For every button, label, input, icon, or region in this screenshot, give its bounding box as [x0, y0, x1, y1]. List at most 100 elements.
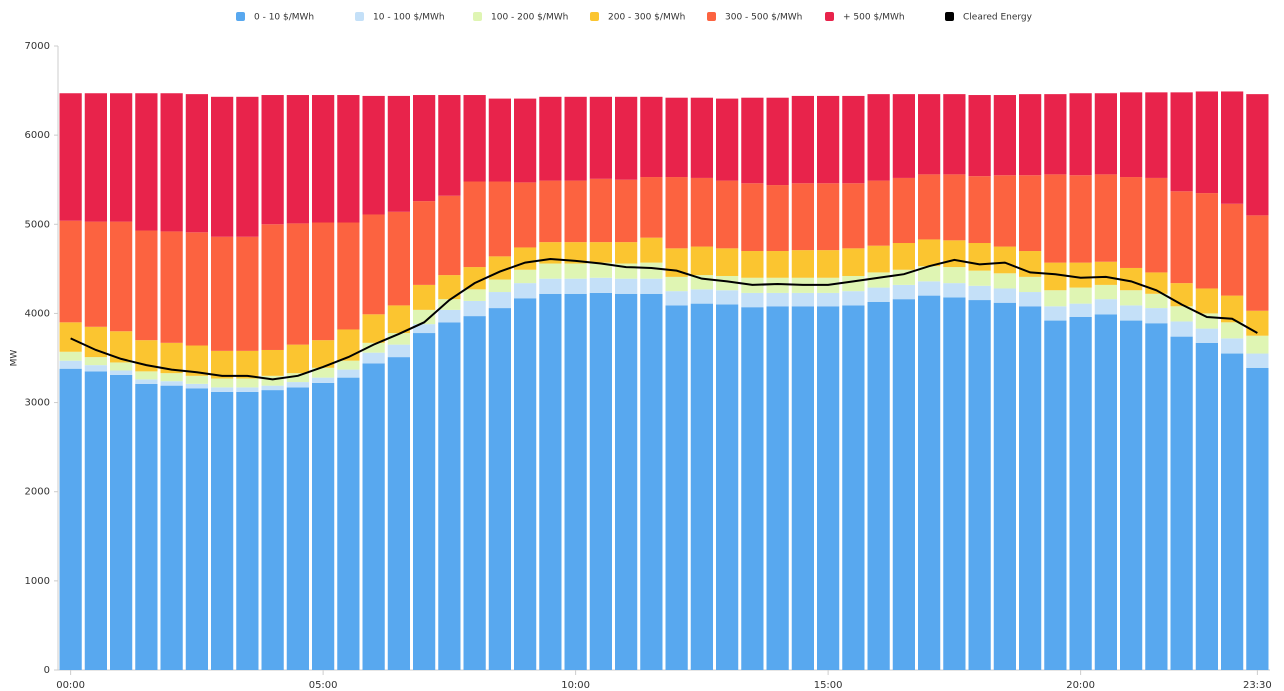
- bar-segment: [1170, 321, 1193, 337]
- bar-segment: [640, 293, 663, 670]
- bar-segment: [539, 242, 562, 264]
- bar-segment: [463, 181, 486, 268]
- bar-segment: [615, 96, 638, 180]
- legend-marker: [825, 12, 834, 21]
- bar-segment: [640, 177, 663, 238]
- bar-segment: [185, 375, 208, 384]
- bar-segment: [211, 236, 234, 351]
- legend-label: Cleared Energy: [963, 13, 1033, 23]
- bar-segment: [791, 250, 814, 278]
- bar-segment: [1044, 306, 1067, 321]
- bar-segment: [463, 289, 486, 301]
- bar-segment: [1019, 292, 1042, 307]
- bar-segment: [892, 299, 915, 670]
- bar-segment: [1145, 323, 1168, 670]
- bar-segment: [312, 222, 335, 341]
- bar-segment: [1246, 335, 1269, 354]
- bar-segment: [312, 340, 335, 368]
- bar-segment: [413, 201, 436, 285]
- bar-segment: [589, 242, 612, 263]
- bar-segment: [413, 284, 436, 310]
- bar-segment: [1019, 306, 1042, 670]
- bar-segment: [84, 371, 107, 670]
- legend-marker: [355, 12, 364, 21]
- bar-segment: [1195, 342, 1218, 670]
- bar-segment: [514, 283, 537, 299]
- bar-segment: [1044, 94, 1067, 175]
- y-tick-label: 1000: [25, 576, 50, 587]
- bar-segment: [438, 309, 461, 323]
- bar-segment: [539, 96, 562, 181]
- bar-segment: [185, 383, 208, 389]
- bar-segment: [438, 195, 461, 276]
- bar-segment: [312, 377, 335, 383]
- bar-segment: [1094, 284, 1117, 300]
- bar-segment: [1195, 313, 1218, 329]
- bar-segment: [791, 306, 814, 670]
- bar-segment: [59, 368, 82, 670]
- bar-segment: [564, 263, 587, 279]
- bar-segment: [892, 284, 915, 300]
- bar-segment: [438, 299, 461, 310]
- bar-segment: [842, 183, 865, 249]
- bar-segment: [1120, 290, 1143, 306]
- bar-segment: [463, 95, 486, 182]
- bar-segment: [716, 180, 739, 249]
- bar-segment: [286, 373, 309, 383]
- bar-segment: [261, 390, 284, 670]
- legend-marker: [707, 12, 716, 21]
- bar-segment: [867, 301, 890, 670]
- bar-segment: [716, 304, 739, 670]
- y-tick-label: 0: [44, 665, 50, 676]
- bar-segment: [1120, 320, 1143, 670]
- bar-segment: [589, 262, 612, 278]
- bar-segment: [488, 292, 511, 309]
- bar-segment: [1019, 276, 1042, 293]
- bar-segment: [1120, 305, 1143, 321]
- bar-segment: [337, 95, 360, 223]
- bar-segment: [1145, 293, 1168, 309]
- bar-segment: [59, 93, 82, 221]
- bar-segment: [1145, 92, 1168, 178]
- bar-segment: [690, 97, 713, 178]
- bar-segment: [413, 95, 436, 202]
- bar-segment: [716, 275, 739, 291]
- bar-segment: [286, 95, 309, 224]
- bar-segment: [968, 300, 991, 670]
- bar-segment: [1094, 93, 1117, 175]
- bar-segment: [59, 360, 82, 369]
- bar-segment: [993, 175, 1016, 247]
- bar-segment: [1120, 92, 1143, 178]
- bar-segment: [766, 277, 789, 293]
- bar-segment: [665, 97, 688, 178]
- bar-segment: [211, 387, 234, 392]
- bar-segment: [1044, 290, 1067, 307]
- bar-segment: [337, 377, 360, 670]
- bar-segment: [1094, 299, 1117, 315]
- bar-segment: [993, 302, 1016, 670]
- bar-segment: [59, 322, 82, 352]
- bar-segment: [337, 329, 360, 361]
- bar-segment: [1221, 203, 1244, 296]
- bar-segment: [261, 375, 284, 386]
- bar-segment: [842, 305, 865, 670]
- bar-segment: [741, 251, 764, 278]
- bar-segment: [640, 262, 663, 279]
- bar-segment: [993, 273, 1016, 289]
- bar-segment: [59, 351, 82, 361]
- bar-segment: [1170, 191, 1193, 284]
- bar-segment: [741, 97, 764, 184]
- bar-segment: [362, 214, 385, 315]
- bar-segment: [968, 176, 991, 244]
- legend-marker: [590, 12, 599, 21]
- bar-segment: [110, 93, 133, 222]
- bar-segment: [185, 94, 208, 233]
- bar-segment: [362, 342, 385, 353]
- bar-segment: [160, 385, 183, 670]
- bar-segment: [135, 371, 158, 380]
- bar-segment: [110, 362, 133, 371]
- bar-segment: [312, 382, 335, 670]
- bar-segment: [766, 306, 789, 670]
- bar-segment: [1094, 174, 1117, 262]
